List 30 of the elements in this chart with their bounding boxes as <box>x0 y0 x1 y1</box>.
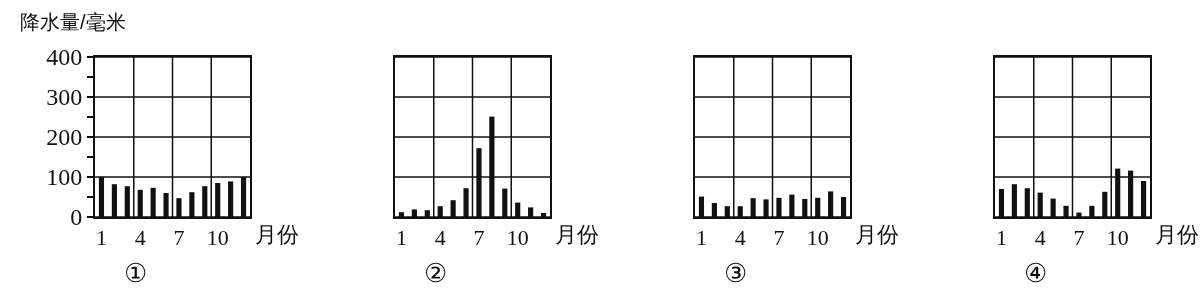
y-tick-label: 100 <box>46 164 83 191</box>
x-tick-label: 10 <box>206 225 229 251</box>
x-tick-label: 7 <box>473 225 485 251</box>
x-axis-title: 月份 <box>855 222 899 247</box>
x-tick-label: 1 <box>695 225 707 251</box>
x-tick-label: 7 <box>173 225 185 251</box>
text: ③ <box>723 259 747 289</box>
text: ① <box>123 259 147 289</box>
y-tick-label: 300 <box>46 84 83 111</box>
x-tick-label: 10 <box>1106 225 1129 251</box>
x-tick-label: 4 <box>434 225 446 251</box>
x-tick-label: 7 <box>1073 225 1085 251</box>
x-axis-title: 月份 <box>1155 222 1199 247</box>
x-tick-label: 4 <box>734 225 746 251</box>
x-tick-label: 10 <box>806 225 829 251</box>
y-axis-title: 降水量/毫米 <box>20 11 126 33</box>
x-axis-title: 月份 <box>255 222 299 247</box>
x-tick-label: 1 <box>395 225 407 251</box>
y-tick-label: 200 <box>46 124 83 151</box>
x-tick-label: 1 <box>95 225 107 251</box>
text: ② <box>423 259 447 289</box>
x-tick-label: 4 <box>1034 225 1046 251</box>
y-tick-label: 400 <box>46 44 83 71</box>
x-axis-title: 月份 <box>555 222 599 247</box>
x-tick-label: 1 <box>995 225 1007 251</box>
y-tick-label: 0 <box>70 204 83 231</box>
x-tick-label: 4 <box>134 225 146 251</box>
text: ④ <box>1023 259 1047 289</box>
x-tick-label: 7 <box>773 225 785 251</box>
x-tick-label: 10 <box>506 225 529 251</box>
